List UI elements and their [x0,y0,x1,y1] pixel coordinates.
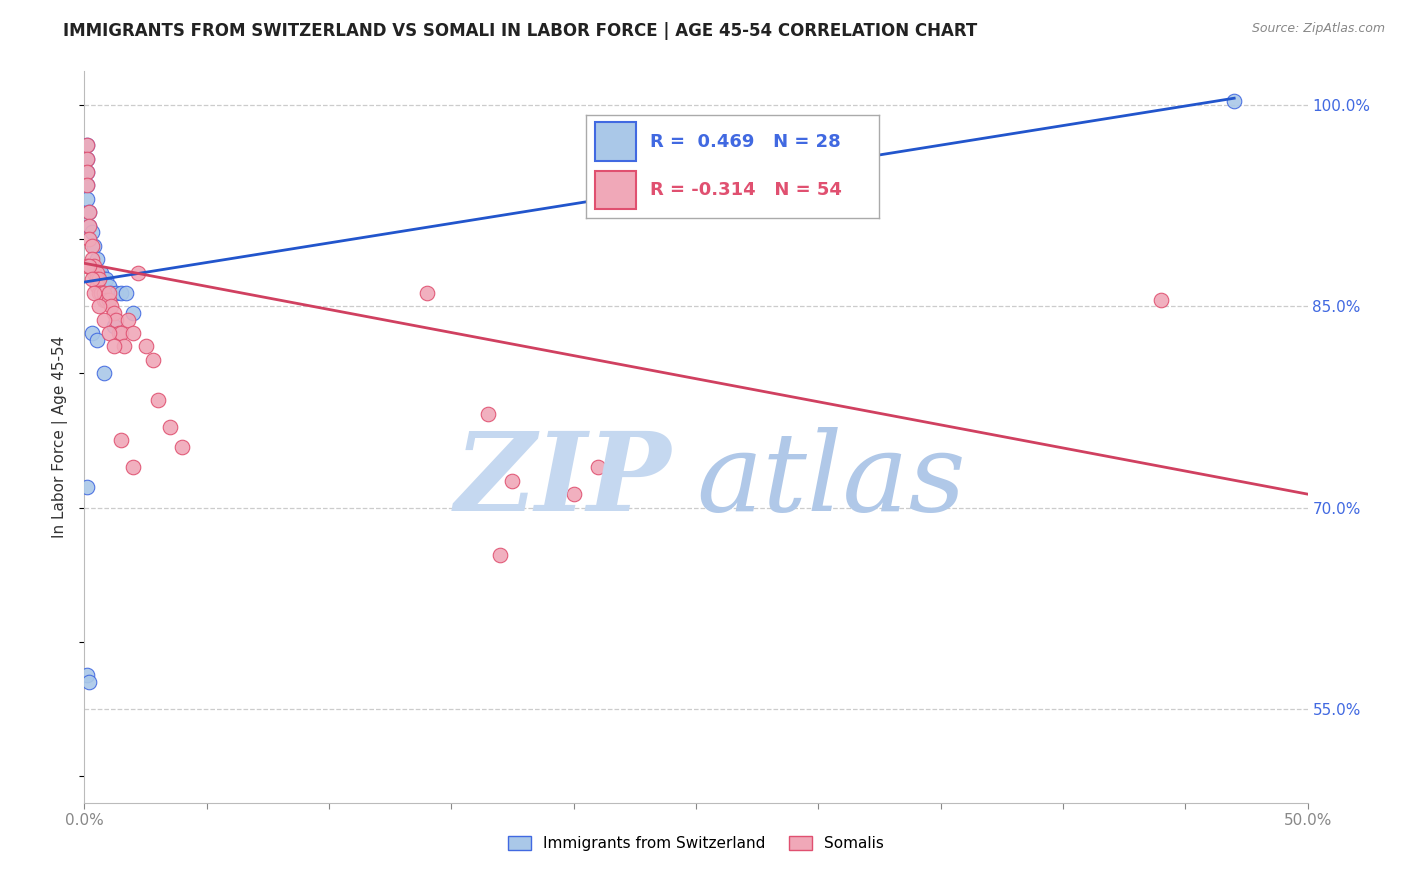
Point [586,460,609,475]
Point [502,474,524,488]
Point [77,232,100,246]
Point [80,252,103,267]
Point [80,239,103,253]
Point [97,279,120,293]
Point [77,219,100,233]
Point [77,205,100,219]
Point [103,339,125,353]
Point [127,266,149,280]
Point [110,326,132,340]
Text: ZIP: ZIP [456,427,672,534]
Point [90,266,112,280]
Point [142,352,165,367]
Point [477,407,499,421]
Point [115,285,138,300]
Point [97,326,120,340]
Point [77,259,100,273]
Point [135,339,157,353]
Text: atlas: atlas [696,427,966,534]
Point [93,367,115,381]
Point [1223,94,1246,108]
Point [146,393,169,408]
Point [76,192,98,206]
Point [93,312,115,326]
Point [107,326,129,340]
Legend: Immigrants from Switzerland, Somalis: Immigrants from Switzerland, Somalis [502,830,890,857]
Point [87,272,110,286]
Point [76,138,98,153]
Point [172,440,194,454]
Point [122,306,145,320]
Point [76,165,98,179]
Point [87,266,110,280]
Point [87,285,110,300]
Text: Source: ZipAtlas.com: Source: ZipAtlas.com [1251,22,1385,36]
Point [122,460,145,475]
Point [105,285,128,300]
Point [77,675,100,690]
Point [83,266,105,280]
Point [159,420,181,434]
Point [76,259,98,273]
Point [86,252,108,267]
Point [97,285,120,300]
Point [96,272,118,286]
Point [100,299,122,313]
Point [122,326,145,340]
Point [110,434,132,448]
Point [76,152,98,166]
Point [76,178,98,193]
Y-axis label: In Labor Force | Age 45-54: In Labor Force | Age 45-54 [52,336,69,538]
Point [103,319,125,334]
Point [86,266,108,280]
Point [100,285,122,300]
Point [90,285,112,300]
Point [76,480,98,494]
Point [86,333,108,347]
Point [87,299,110,313]
Point [77,205,100,219]
Point [76,178,98,193]
Point [1150,293,1173,307]
Point [103,306,125,320]
Point [562,487,585,501]
Point [86,272,108,286]
Point [416,285,439,300]
Point [76,668,98,682]
Point [83,285,105,300]
Point [90,285,112,300]
Point [83,239,105,253]
Point [112,339,135,353]
Point [76,165,98,179]
Point [110,285,132,300]
Point [80,326,103,340]
Text: IMMIGRANTS FROM SWITZERLAND VS SOMALI IN LABOR FORCE | AGE 45-54 CORRELATION CHA: IMMIGRANTS FROM SWITZERLAND VS SOMALI IN… [63,22,977,40]
Point [77,219,100,233]
Point [93,293,115,307]
Point [76,138,98,153]
Point [105,312,128,326]
Point [117,312,139,326]
Point [96,293,118,307]
Point [97,293,120,307]
Point [86,279,108,293]
Point [80,226,103,240]
Point [80,272,103,286]
Point [83,259,105,273]
Point [76,152,98,166]
Point [93,272,115,286]
Point [489,548,512,562]
Point [93,285,115,300]
